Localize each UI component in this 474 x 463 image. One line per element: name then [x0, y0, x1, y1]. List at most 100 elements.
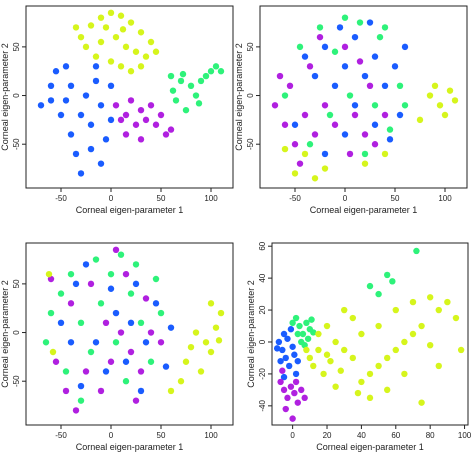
data-point-green	[77, 397, 85, 404]
data-point-yellow	[341, 306, 348, 314]
x-tick-label: 60	[391, 431, 400, 440]
data-point-magenta	[142, 295, 150, 302]
data-point-yellow	[444, 298, 451, 306]
data-point-magenta	[137, 106, 145, 114]
data-point-yellow	[315, 330, 322, 338]
data-point-blue	[97, 160, 105, 167]
y-tick-label: 20	[258, 305, 267, 314]
data-point-yellow	[435, 306, 442, 314]
y-tick-label: 0	[258, 339, 267, 344]
data-point-magenta	[82, 368, 90, 375]
x-axis-label: Corneal eigen-parameter 1	[310, 205, 418, 215]
data-point-yellow	[217, 309, 225, 317]
data-point-blue	[107, 82, 115, 90]
data-point-blue	[351, 102, 359, 109]
data-point-yellow	[441, 111, 449, 119]
x-tick-label: 100	[204, 431, 218, 440]
data-point-green	[381, 24, 389, 31]
data-point-green	[217, 68, 225, 75]
data-point-blue	[280, 330, 288, 338]
data-point-green	[308, 316, 315, 323]
data-point-yellow	[383, 386, 391, 394]
x-tick-label: 40	[357, 431, 366, 440]
data-point-green	[316, 24, 324, 31]
data-point-green	[389, 278, 396, 285]
data-point-magenta	[271, 102, 279, 109]
data-point-yellow	[306, 354, 314, 362]
data-point-yellow	[72, 24, 80, 31]
data-point-yellow	[401, 370, 408, 378]
data-point-green	[292, 314, 300, 322]
data-point-green	[310, 329, 317, 336]
data-point-yellow	[366, 370, 374, 378]
y-tick-label: -50	[12, 138, 21, 150]
data-point-magenta	[351, 111, 359, 119]
data-point-blue	[122, 358, 130, 365]
y-tick-label: 50	[12, 42, 21, 51]
data-point-yellow	[436, 102, 444, 109]
scatter-panel-top-right: -50 0 50 100 -50 0 50 Corneal eigen-parameter 1…	[234, 5, 468, 215]
y-tick-label: -40	[258, 400, 267, 412]
data-point-green	[97, 300, 105, 307]
data-point-blue	[321, 43, 329, 51]
data-point-yellow	[310, 362, 317, 370]
data-point-yellow	[177, 378, 185, 385]
y-tick-label: 0	[246, 93, 255, 98]
data-point-green	[401, 102, 409, 109]
data-point-green	[87, 348, 95, 356]
data-point-blue	[67, 131, 75, 138]
data-point-magenta	[122, 131, 130, 138]
data-point-yellow	[45, 270, 53, 278]
data-point-green	[77, 319, 85, 327]
data-point-magenta	[122, 111, 130, 119]
data-point-yellow	[212, 324, 220, 331]
x-tick-label: 50	[157, 431, 166, 440]
y-tick-label: 40	[258, 273, 267, 282]
data-point-green	[137, 319, 145, 327]
x-axis-label: Corneal eigen-parameter 1	[76, 442, 184, 452]
data-point-blue	[77, 111, 85, 119]
data-point-yellow	[383, 354, 391, 362]
data-point-magenta	[102, 319, 110, 327]
data-point-yellow	[112, 33, 120, 41]
data-point-green	[179, 70, 187, 78]
data-point-blue	[47, 97, 55, 104]
data-point-blue	[92, 339, 100, 346]
data-point-blue	[72, 150, 80, 158]
data-point-magenta	[67, 300, 75, 307]
data-point-green	[396, 82, 404, 90]
y-tick-label: 60	[258, 241, 267, 250]
data-point-blue	[47, 82, 55, 90]
data-point-green	[306, 141, 314, 148]
data-point-green	[304, 335, 312, 342]
data-point-magenta	[296, 160, 304, 167]
data-point-magenta	[298, 386, 305, 394]
data-point-yellow	[446, 87, 454, 94]
data-point-blue	[87, 145, 95, 153]
data-point-yellow	[354, 389, 362, 397]
y-tick-label: 50	[12, 279, 21, 288]
data-point-green	[361, 150, 369, 158]
data-point-green	[296, 322, 303, 330]
data-point-blue	[401, 43, 409, 51]
data-point-blue	[102, 136, 110, 143]
data-point-yellow	[358, 330, 365, 338]
data-point-blue	[57, 319, 65, 327]
plot-frame	[259, 5, 468, 189]
y-axis-label: Corneal eigen-parameter 2	[234, 43, 244, 151]
data-point-blue	[279, 346, 286, 354]
y-tick-label: -50	[12, 375, 21, 387]
data-point-green	[57, 290, 65, 297]
y-axis-label: Corneal eigen-parameter 2	[0, 43, 10, 151]
data-point-blue	[291, 351, 298, 358]
data-point-yellow	[291, 170, 299, 177]
x-tick-label: 80	[426, 431, 435, 440]
y-tick-label: 50	[246, 42, 255, 51]
y-axis-label: Corneal eigen-parameter 2	[246, 280, 256, 388]
data-point-green	[197, 77, 205, 85]
data-point-green	[366, 282, 374, 290]
data-point-yellow	[392, 306, 399, 314]
data-point-blue	[311, 72, 319, 80]
data-point-yellow	[323, 322, 331, 330]
